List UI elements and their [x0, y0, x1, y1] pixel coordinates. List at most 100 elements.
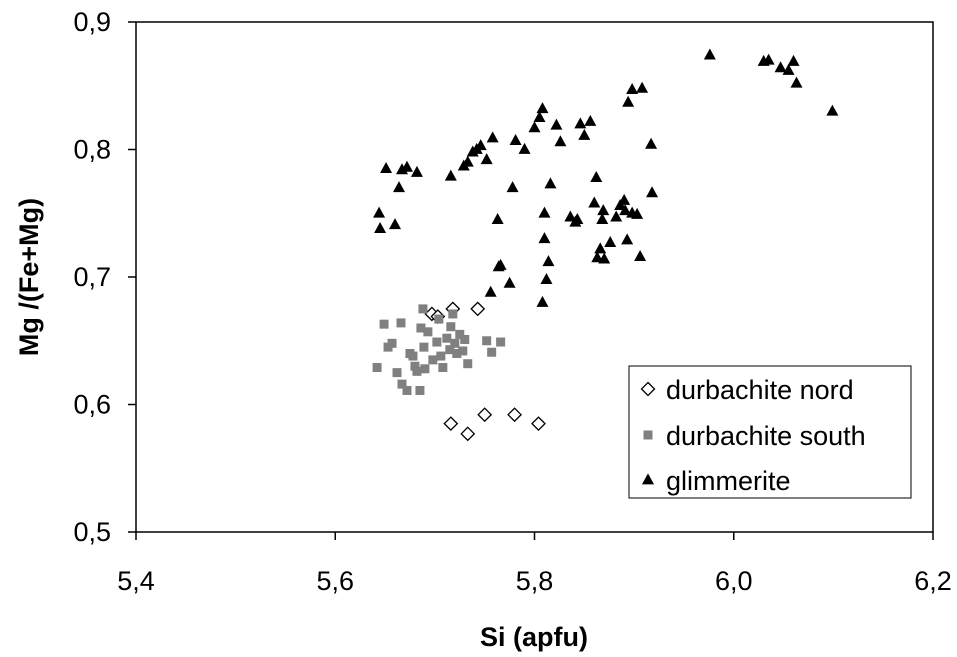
data-point: [491, 213, 504, 225]
data-point: [496, 337, 506, 347]
data-point: [470, 301, 486, 317]
data-point: [460, 426, 476, 442]
data-point: [374, 221, 387, 233]
data-point: [434, 314, 444, 324]
data-point: [826, 104, 839, 116]
data-point: [518, 142, 531, 154]
data-point: [380, 162, 393, 174]
data-point: [423, 327, 433, 337]
data-point: [626, 82, 639, 94]
data-point: [604, 235, 617, 247]
data-point: [621, 233, 634, 245]
data-point: [418, 304, 428, 314]
legend-label: glimmerite: [666, 466, 791, 496]
data-point: [531, 416, 546, 432]
data-point: [373, 206, 386, 218]
y-tick-label: 0,8: [73, 135, 111, 165]
data-point: [387, 338, 397, 348]
data-point: [444, 169, 457, 181]
series-1: [372, 304, 506, 395]
data-point: [503, 276, 516, 288]
legend-marker: [642, 473, 654, 485]
data-point: [554, 135, 567, 147]
y-tick-label: 0,5: [73, 517, 111, 547]
data-point: [610, 210, 623, 222]
data-point: [486, 131, 499, 143]
x-axis-title: Si (apfu): [480, 622, 588, 652]
data-point: [416, 323, 426, 333]
data-point: [420, 364, 430, 374]
data-point: [389, 218, 402, 230]
data-point: [528, 121, 541, 133]
data-point: [584, 114, 597, 126]
data-point: [372, 363, 382, 373]
legend-marker: [640, 381, 656, 397]
legend-label: durbachite south: [666, 421, 866, 451]
y-tick-label: 0,7: [73, 262, 111, 292]
data-point: [432, 337, 442, 347]
data-point: [645, 137, 658, 149]
data-point: [379, 319, 389, 329]
legend-box: [628, 365, 912, 499]
data-point: [618, 193, 631, 205]
data-point: [774, 61, 787, 73]
data-point: [542, 255, 555, 267]
data-point: [452, 349, 462, 358]
data-point: [443, 416, 459, 432]
data-point: [762, 53, 775, 65]
data-point: [474, 139, 487, 151]
data-point: [536, 295, 549, 307]
x-tick-label: 5,6: [316, 566, 354, 596]
data-point: [636, 81, 649, 93]
data-point: [442, 333, 452, 343]
data-point: [482, 336, 492, 346]
data-point: [533, 111, 546, 123]
data-point: [506, 181, 519, 193]
data-marks: [372, 48, 839, 442]
data-point: [596, 213, 609, 225]
data-point: [396, 318, 406, 328]
data-point: [703, 48, 716, 60]
data-point: [787, 54, 800, 66]
data-point: [591, 251, 604, 263]
legend: durbachite nord durbachite south glimmerit…: [628, 365, 912, 499]
data-point: [574, 117, 587, 129]
data-point: [436, 351, 446, 361]
data-point: [598, 252, 611, 264]
data-point: [448, 309, 458, 319]
data-point: [487, 347, 497, 357]
data-point: [564, 210, 577, 222]
data-point: [402, 385, 412, 395]
data-point: [438, 363, 448, 373]
series-2: [373, 48, 839, 307]
data-point: [461, 155, 474, 167]
data-point: [484, 285, 497, 297]
data-point: [455, 329, 465, 339]
data-point: [509, 133, 522, 145]
data-point: [450, 338, 460, 348]
data-point: [428, 355, 438, 365]
data-point: [550, 118, 563, 130]
data-point: [538, 206, 551, 218]
x-tick-label: 5,4: [117, 566, 155, 596]
data-point: [415, 385, 425, 395]
data-point: [446, 322, 456, 332]
data-point: [477, 407, 493, 423]
data-point: [790, 76, 803, 88]
data-point: [536, 102, 549, 114]
data-point: [419, 342, 429, 352]
y-axis-title: Mg /(Fe+Mg): [14, 198, 44, 356]
data-point: [410, 165, 423, 177]
data-point: [460, 334, 470, 344]
data-point: [622, 95, 635, 107]
data-point: [634, 250, 647, 261]
data-point: [507, 407, 522, 423]
data-point: [571, 213, 584, 225]
data-point: [445, 345, 455, 355]
y-tick-label: 0,6: [73, 390, 111, 420]
x-tick-label: 6,0: [715, 566, 753, 596]
data-point: [619, 204, 632, 216]
data-point: [544, 177, 557, 189]
axes: 5,4 5,6 5,8 6,0 6,2 0,5 0,6 0,7 0,8 0,9: [73, 7, 951, 596]
